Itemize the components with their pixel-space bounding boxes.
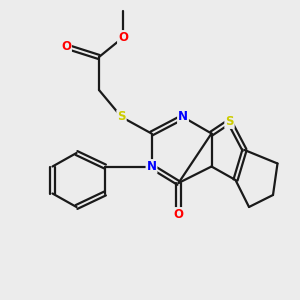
Text: N: N (146, 160, 157, 173)
Text: S: S (117, 110, 126, 124)
Text: O: O (118, 31, 128, 44)
Text: S: S (225, 115, 234, 128)
Text: O: O (61, 40, 71, 53)
Text: O: O (173, 208, 184, 221)
Text: N: N (178, 110, 188, 124)
